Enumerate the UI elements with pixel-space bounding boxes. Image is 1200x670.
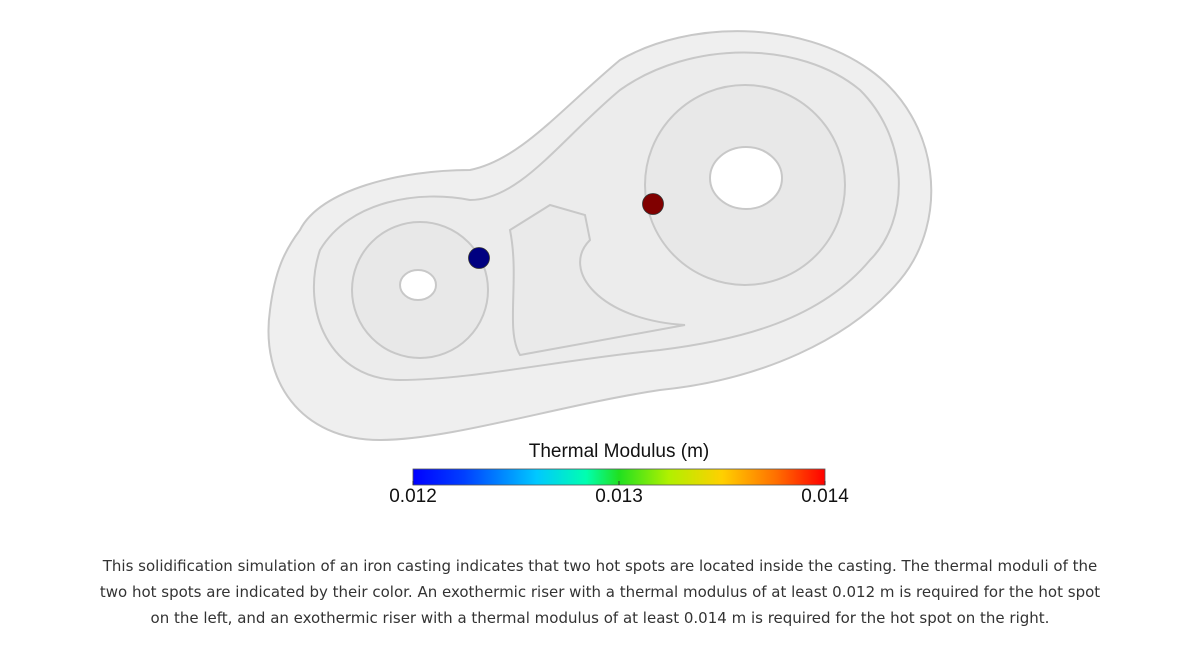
figure: Thermal Modulus (m) 0.012 0.013 0.014	[267, 30, 933, 507]
tick-label: 0.012	[389, 486, 437, 507]
colorbar-title: Thermal Modulus (m)	[529, 441, 710, 462]
hot-spot	[468, 247, 490, 269]
tick-label: 0.013	[595, 486, 643, 507]
caption: This solidification simulation of an iro…	[99, 557, 1101, 627]
tick-label: 0.014	[801, 486, 849, 507]
casting	[267, 30, 933, 442]
hot-spot	[642, 193, 664, 215]
